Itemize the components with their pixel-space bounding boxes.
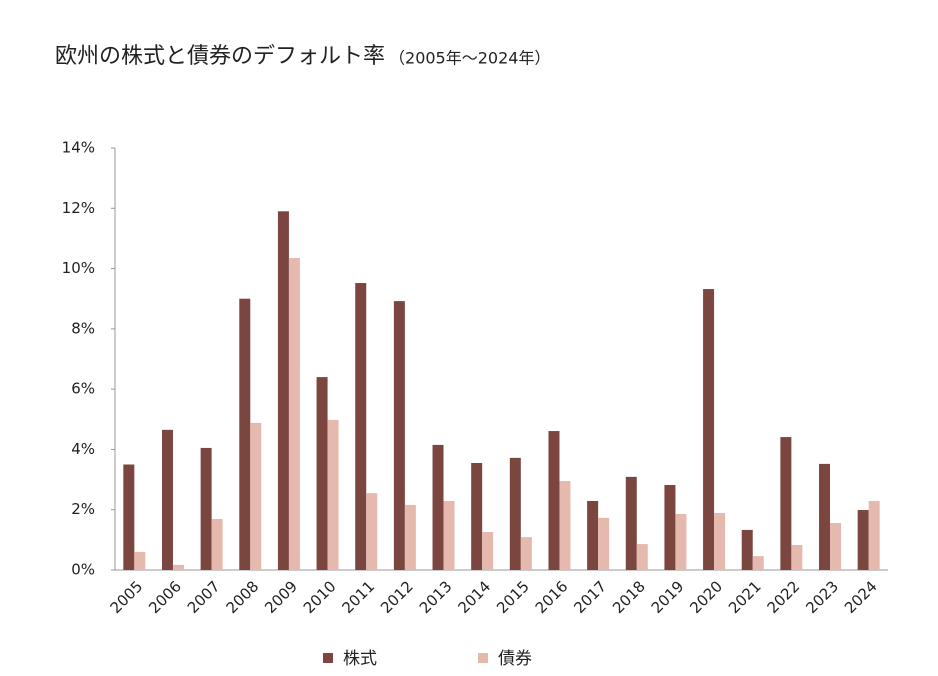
x-tick-label: 2008 [223,577,263,617]
y-tick-label: 10% [62,259,95,277]
bar [548,431,560,570]
x-tick-label: 2011 [339,577,379,617]
x-tick-label: 2024 [841,577,881,617]
bar [443,500,455,570]
x-tick-label: 2019 [648,577,688,617]
x-tick-label: 2009 [261,577,301,617]
bar [857,510,869,570]
x-tick-label: 2012 [377,577,417,617]
y-tick-label: 6% [71,380,95,398]
x-tick-label: 2020 [686,577,726,617]
bar [134,551,146,570]
legend-label: 債券 [498,649,532,669]
y-tick-label: 4% [71,440,95,458]
bar [239,298,251,570]
y-tick-label: 12% [62,199,95,217]
x-tick-label: 2023 [802,577,842,617]
legend-swatch [323,653,333,663]
bar [172,564,184,570]
bar [250,422,262,570]
bar [211,519,223,570]
y-tick-label: 0% [71,561,95,579]
bar [791,544,803,570]
bar [161,429,173,570]
bar [625,476,637,570]
bar [587,500,599,570]
bar [471,462,483,570]
x-tick-label: 2006 [145,577,185,617]
bar [393,301,405,570]
chart-title: 欧州の株式と債券のデフォルト率 [55,44,385,69]
bar [598,517,610,570]
y-tick-label: 8% [71,319,95,337]
bar [830,522,842,570]
bar [327,419,339,570]
bar [664,484,676,570]
bar [404,504,416,570]
x-tick-label: 2021 [725,577,765,617]
x-tick-label: 2017 [570,577,610,617]
legend-label: 株式 [343,649,377,669]
bar [432,444,444,570]
x-tick-label: 2005 [107,577,147,617]
x-tick-label: 2022 [764,577,804,617]
bar [636,544,648,570]
x-tick-label: 2010 [300,577,340,617]
bar [675,513,687,570]
bar [482,532,494,570]
bar [752,556,764,570]
x-tick-label: 2007 [184,577,224,617]
bar [703,289,715,570]
x-tick-label: 2013 [416,577,456,617]
x-tick-label: 2015 [493,577,533,617]
x-tick-label: 2014 [454,577,494,617]
y-tick-label: 2% [71,500,95,518]
bar [355,283,367,570]
bar [509,457,521,570]
x-tick-label: 2016 [532,577,572,617]
bar [780,437,792,570]
bar [288,258,300,570]
bar [277,211,289,571]
x-tick-label: 2018 [609,577,649,617]
bar [559,481,571,570]
legend-swatch [478,653,488,663]
bar [868,500,880,570]
bar [200,447,212,570]
bar [520,537,532,570]
bar [714,513,726,570]
chart-subtitle: （2005年～2024年） [389,49,550,68]
bar [741,529,753,570]
bar [123,464,135,570]
y-tick-label: 14% [62,139,95,157]
bar [316,377,328,570]
bar [366,493,378,570]
bar [819,463,831,570]
